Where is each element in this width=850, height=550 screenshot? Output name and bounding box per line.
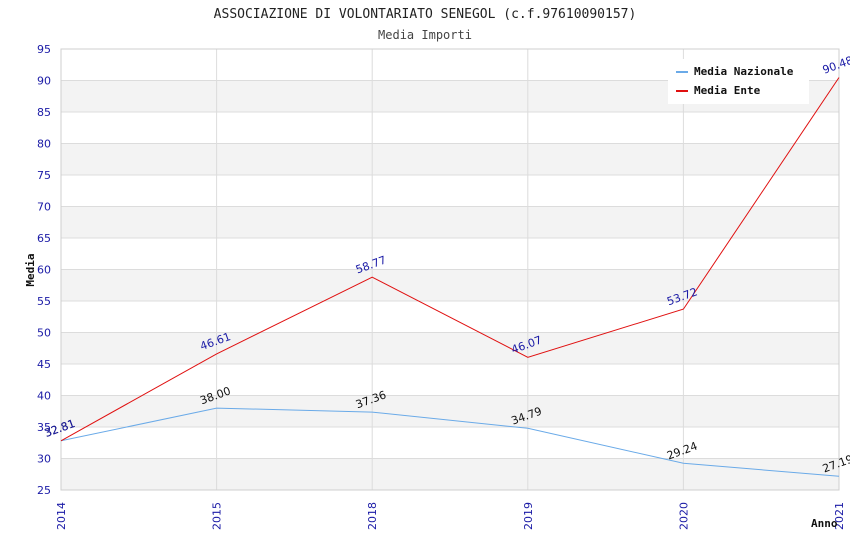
x-tick-label: 2014 — [55, 502, 68, 530]
legend-entry: Media Ente — [694, 84, 761, 97]
x-axis-ticks: 2014 2015 2018 2019 2020 2021 — [55, 502, 846, 530]
grid-band — [61, 175, 839, 207]
grid-band — [61, 395, 839, 427]
series-lines — [60, 77, 840, 477]
y-axis-ticks: 25 30 35 40 45 50 55 60 65 70 75 80 85 90 95 — [37, 43, 51, 497]
grid-band — [61, 112, 839, 144]
plot-frame — [60, 48, 840, 491]
y-tick-label: 85 — [37, 106, 51, 119]
grid-band — [61, 458, 839, 490]
x-tick-label: 2018 — [366, 502, 379, 530]
gridlines — [60, 48, 840, 491]
chart-title: ASSOCIAZIONE DI VOLONTARIATO SENEGOL (c.… — [214, 7, 637, 22]
x-tick-label: 2015 — [211, 502, 224, 530]
grid-band — [61, 364, 839, 396]
grid-band — [61, 206, 839, 238]
y-tick-label: 65 — [37, 232, 51, 245]
series-line — [60, 407, 840, 477]
grid-band — [61, 332, 839, 364]
y-tick-label: 25 — [37, 484, 51, 497]
y-tick-label: 50 — [37, 327, 51, 340]
y-axis-label: Media — [24, 253, 37, 286]
y-tick-label: 70 — [37, 201, 51, 214]
grid-band — [61, 238, 839, 270]
grid-band — [61, 143, 839, 175]
legend-box — [668, 59, 809, 104]
plot-bands — [61, 49, 839, 490]
y-tick-label: 45 — [37, 358, 51, 371]
series-line — [60, 77, 840, 442]
grid-band — [61, 269, 839, 301]
y-tick-label: 55 — [37, 295, 51, 308]
x-axis-label: Anno — [811, 517, 838, 530]
grid-band — [61, 427, 839, 459]
x-tick-label: 2021 — [833, 502, 846, 530]
legend: Media Nazionale Media Ente — [668, 59, 809, 104]
y-tick-label: 95 — [37, 43, 51, 56]
y-tick-label: 90 — [37, 75, 51, 88]
y-tick-label: 60 — [37, 264, 51, 277]
y-tick-label: 40 — [37, 390, 51, 403]
y-tick-label: 30 — [37, 453, 51, 466]
x-tick-label: 2020 — [677, 502, 690, 530]
y-tick-label: 80 — [37, 138, 51, 151]
x-tick-label: 2019 — [522, 502, 535, 530]
legend-entry: Media Nazionale — [694, 65, 794, 78]
y-tick-label: 75 — [37, 169, 51, 182]
chart-subtitle: Media Importi — [378, 28, 472, 42]
y-tick-label: 35 — [37, 421, 51, 434]
